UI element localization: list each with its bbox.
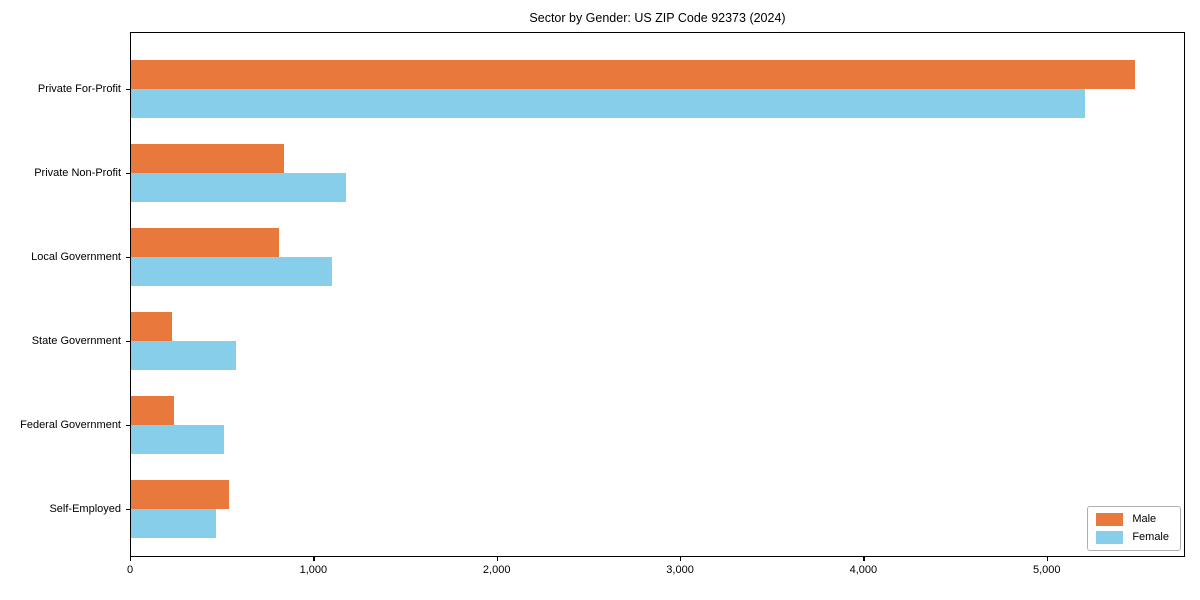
y-label-state-government: State Government: [31, 335, 121, 347]
bar-female-private-non-profit: [131, 173, 346, 202]
x-tick-label-5-000: 5,000: [1032, 564, 1061, 576]
x-tick-5-000: [1046, 557, 1049, 561]
y-tick-private-for-profit: [126, 89, 130, 91]
x-tick-label-3-000: 3,000: [666, 564, 694, 576]
bar-female-local-government: [131, 257, 332, 286]
y-tick-local-government: [126, 257, 130, 259]
y-label-federal-government: Federal Government: [20, 419, 121, 431]
x-tick-4-000: [863, 557, 865, 561]
x-tick-label-1-000: 1,000: [299, 564, 328, 576]
legend-swatch-male-icon: [1096, 513, 1124, 526]
chart-title: Sector by Gender: US ZIP Code 92373 (202…: [529, 11, 786, 25]
legend-row-female: Female: [1096, 531, 1169, 544]
x-tick-label-0: 0: [126, 564, 134, 576]
y-tick-self-employed: [126, 509, 130, 511]
x-tick-label-4-000: 4,000: [849, 564, 878, 576]
bar-female-state-government: [131, 341, 236, 370]
bar-male-federal-government: [131, 396, 174, 425]
bar-male-private-for-profit: [131, 60, 1135, 89]
y-tick-federal-government: [126, 425, 130, 427]
x-tick-label-2-000: 2,000: [482, 564, 511, 576]
bar-female-private-for-profit: [131, 89, 1085, 118]
x-tick-3-000: [680, 557, 682, 561]
y-label-private-non-profit: Private Non-Profit: [34, 167, 121, 179]
bar-male-private-non-profit: [131, 144, 284, 173]
x-tick-1-000: [313, 557, 315, 561]
y-label-private-for-profit: Private For-Profit: [37, 83, 121, 95]
bar-female-self-employed: [131, 509, 216, 538]
y-label-self-employed: Self-Employed: [49, 503, 121, 515]
bar-male-state-government: [131, 312, 172, 341]
y-tick-private-non-profit: [126, 173, 130, 175]
bar-male-self-employed: [131, 480, 229, 509]
legend-row-male: Male: [1096, 513, 1169, 526]
legend: Male Female: [1087, 506, 1181, 551]
x-tick-0: [130, 557, 132, 561]
legend-label-male: Male: [1132, 513, 1157, 525]
bar-male-local-government: [131, 228, 279, 257]
x-tick-2-000: [496, 557, 498, 561]
y-label-local-government: Local Government: [31, 251, 121, 263]
legend-swatch-female-icon: [1096, 531, 1124, 544]
y-tick-state-government: [126, 341, 130, 343]
bar-female-federal-government: [131, 425, 224, 454]
legend-label-female: Female: [1132, 531, 1169, 543]
plot-area: [130, 32, 1185, 557]
